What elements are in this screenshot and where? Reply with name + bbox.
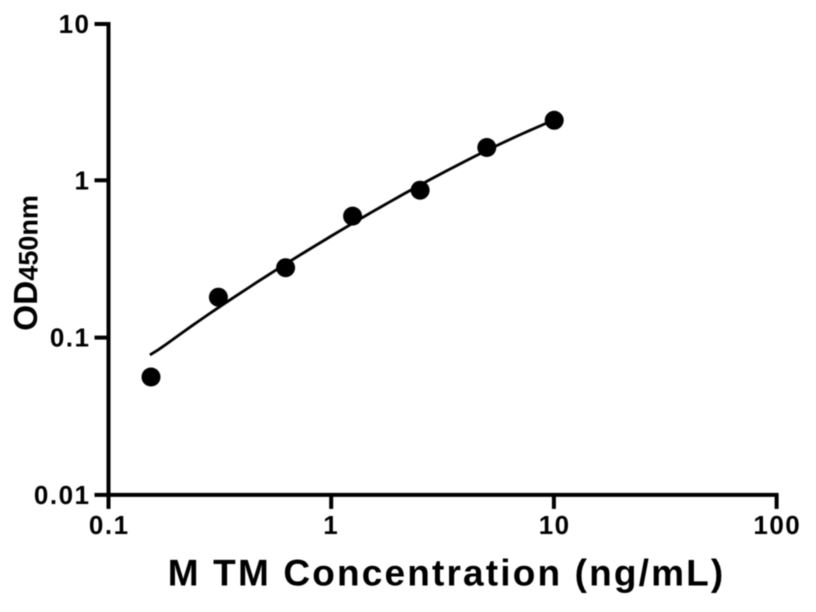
svg-text:0.01: 0.01 (34, 480, 91, 510)
svg-text:10: 10 (59, 9, 91, 39)
svg-text:0.1: 0.1 (50, 323, 91, 353)
svg-text:10: 10 (539, 510, 571, 540)
svg-text:1: 1 (75, 165, 91, 195)
svg-text:100: 100 (753, 510, 801, 540)
svg-text:OD450nm: OD450nm (8, 195, 45, 331)
svg-text:1: 1 (323, 510, 339, 540)
svg-text:0.1: 0.1 (89, 510, 130, 540)
svg-text:M TM Concentration (ng/mL): M TM Concentration (ng/mL) (168, 553, 726, 594)
